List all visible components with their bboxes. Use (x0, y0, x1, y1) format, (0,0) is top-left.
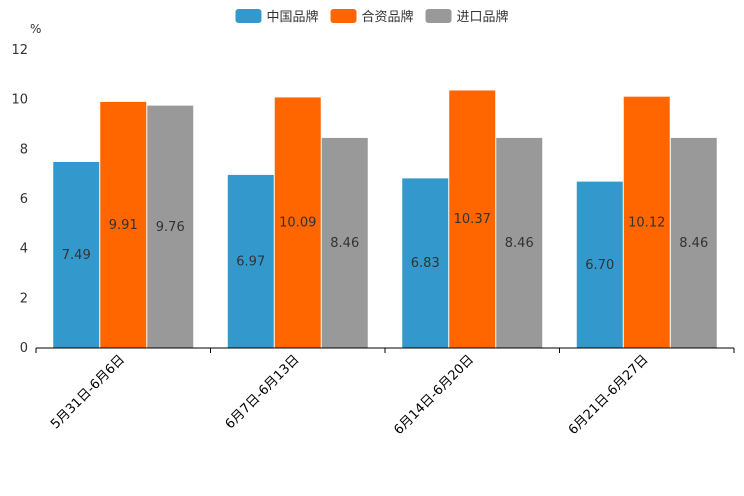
y-axis-ticks: 0 2 4 6 8 10 12 (11, 43, 28, 356)
y-tick-label: 4 (20, 242, 28, 257)
legend: 中国品牌 合资品牌 进口品牌 (235, 9, 509, 25)
y-axis-unit-label: % (30, 22, 41, 36)
bar-value-label: 10.12 (628, 215, 665, 230)
bar (100, 101, 147, 348)
legend-label: 中国品牌 (266, 9, 318, 25)
bar-value-label: 9.76 (156, 220, 185, 235)
bar-value-labels: 7.49 9.91 9.76 6.97 10.09 8.46 6.83 10.37 8.46 6.… (62, 212, 708, 273)
bar (576, 181, 623, 348)
bar-value-label: 6.70 (585, 258, 614, 273)
bar (670, 137, 717, 348)
bar (496, 137, 543, 348)
bar (227, 174, 274, 348)
legend-swatch (330, 9, 357, 23)
y-tick-label: 2 (20, 291, 28, 306)
bar (402, 178, 449, 348)
x-tick-label: 6月21日-6月27日 (566, 352, 652, 438)
bar-value-label: 7.49 (62, 248, 91, 263)
bar (147, 105, 194, 348)
bar-value-label: 10.09 (279, 216, 316, 231)
legend-swatch (425, 9, 452, 23)
legend-label: 合资品牌 (361, 9, 413, 25)
bar (623, 96, 670, 348)
bars (53, 90, 717, 348)
bar-value-label: 6.97 (236, 254, 265, 269)
y-tick-label: 8 (20, 142, 28, 157)
legend-swatch (235, 9, 262, 23)
x-tick-label: 6月14日-6月20日 (391, 352, 477, 438)
bar (449, 90, 496, 348)
bar (321, 137, 368, 348)
bar-value-label: 8.46 (330, 236, 359, 251)
bar (274, 97, 321, 348)
y-tick-label: 10 (11, 93, 28, 108)
x-tick-label: 5月31日-6月6日 (48, 352, 128, 432)
y-tick-label: 12 (11, 43, 28, 58)
x-axis-ticks: 5月31日-6月6日 6月7日-6月13日 6月14日-6月20日 6月21日-6月2… (35, 348, 735, 438)
bar-value-label: 6.83 (411, 256, 440, 271)
bar-value-label: 8.46 (679, 236, 708, 251)
bar-value-label: 8.46 (505, 236, 534, 251)
legend-label: 进口品牌 (457, 9, 509, 25)
bar (53, 161, 100, 348)
y-tick-label: 0 (20, 341, 28, 356)
bar-value-label: 9.91 (109, 218, 138, 233)
y-tick-label: 6 (20, 192, 28, 207)
x-tick-label: 6月7日-6月13日 (223, 352, 303, 432)
bar-value-label: 10.37 (454, 212, 491, 227)
